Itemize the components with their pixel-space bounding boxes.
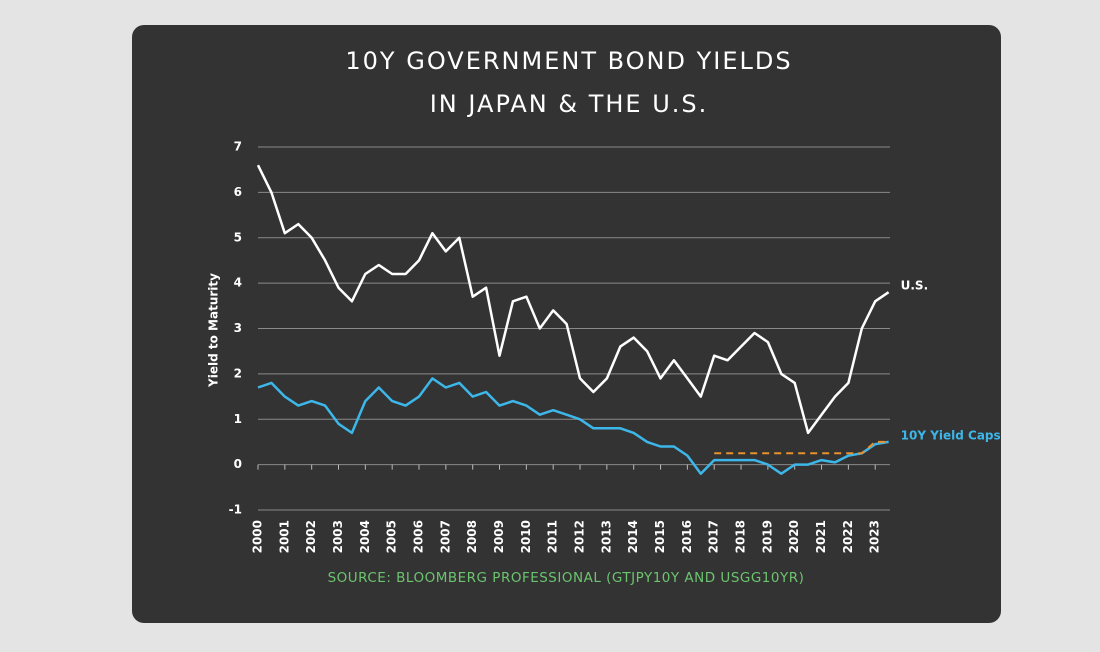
y-tick-label: 3 xyxy=(234,321,242,335)
y-tick-label: -1 xyxy=(229,503,242,517)
y-tick-label: 0 xyxy=(234,457,242,471)
x-tick-label: 2023 xyxy=(868,520,882,553)
chart-title: IN JAPAN & THE U.S. xyxy=(430,90,709,118)
x-tick-label: 2009 xyxy=(492,520,506,553)
y-tick-label: 7 xyxy=(234,140,242,154)
x-tick-label: 2000 xyxy=(251,520,265,553)
x-tick-label: 2001 xyxy=(277,520,291,553)
y-tick-label: 2 xyxy=(234,366,242,380)
x-tick-label: 2018 xyxy=(734,520,748,553)
x-tick-label: 2021 xyxy=(814,520,828,553)
x-tick-label: 2014 xyxy=(626,520,640,553)
x-tick-label: 2007 xyxy=(438,520,452,553)
x-tick-label: 2008 xyxy=(465,520,479,553)
x-tick-label: 2022 xyxy=(841,520,855,553)
x-tick-label: 2005 xyxy=(385,520,399,553)
x-tick-label: 2010 xyxy=(519,520,533,553)
x-tick-label: 2019 xyxy=(760,520,774,553)
x-tick-label: 2011 xyxy=(546,520,560,553)
y-tick-label: 5 xyxy=(234,230,242,244)
x-tick-label: 2017 xyxy=(707,520,721,553)
series-line xyxy=(257,377,889,475)
series-label: U.S. xyxy=(901,279,929,293)
series-line xyxy=(256,164,890,435)
x-tick-label: 2016 xyxy=(680,520,694,553)
y-tick-label: 6 xyxy=(234,185,242,199)
x-tick-label: 2020 xyxy=(787,520,801,553)
x-tick-label: 2006 xyxy=(412,520,426,553)
x-tick-label: 2003 xyxy=(331,520,345,553)
x-tick-label: 2012 xyxy=(573,520,587,553)
x-tick-label: 2002 xyxy=(304,520,318,553)
y-tick-label: 1 xyxy=(234,412,242,426)
y-tick-label: 4 xyxy=(234,276,242,290)
x-tick-label: 2004 xyxy=(358,520,372,553)
y-axis-title: Yield to Maturity xyxy=(207,273,221,388)
x-tick-label: 2015 xyxy=(653,520,667,553)
series-line xyxy=(714,440,889,455)
source-note: SOURCE: BLOOMBERG PROFESSIONAL (GTJPY10Y… xyxy=(328,570,805,586)
x-tick-label: 2013 xyxy=(599,520,613,553)
chart-title: 10Y GOVERNMENT BOND YIELDS xyxy=(345,47,792,75)
series-label: 10Y Yield Caps xyxy=(901,428,1001,442)
